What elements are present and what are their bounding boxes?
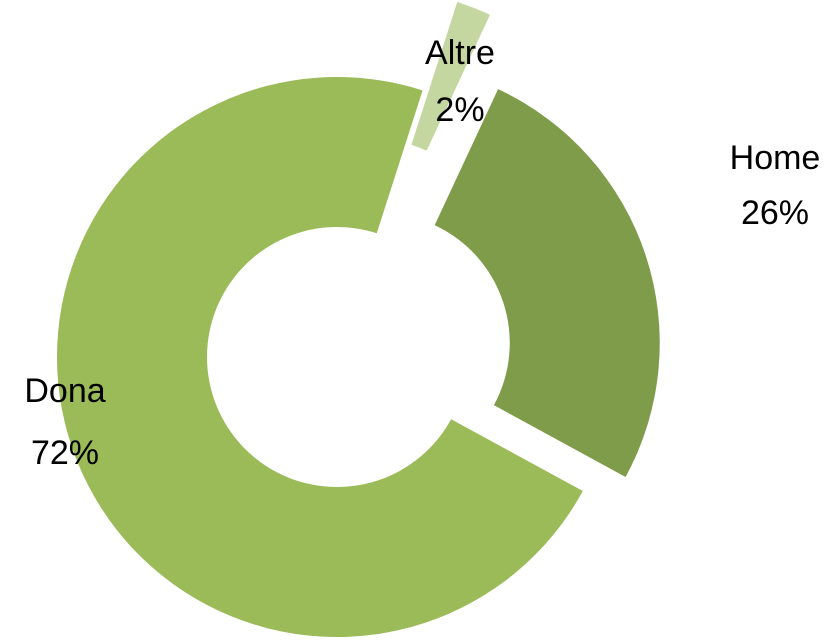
slice-value-label: 2% bbox=[435, 91, 484, 129]
slice-label: Dona bbox=[24, 372, 105, 410]
slice-value-label: 72% bbox=[31, 434, 99, 472]
slice-label: Altre bbox=[425, 34, 495, 72]
slice bbox=[411, 1, 490, 151]
slice bbox=[434, 89, 660, 477]
slice-value-label: 26% bbox=[741, 194, 809, 232]
slice-label: Home bbox=[730, 139, 821, 177]
slice bbox=[57, 76, 583, 637]
